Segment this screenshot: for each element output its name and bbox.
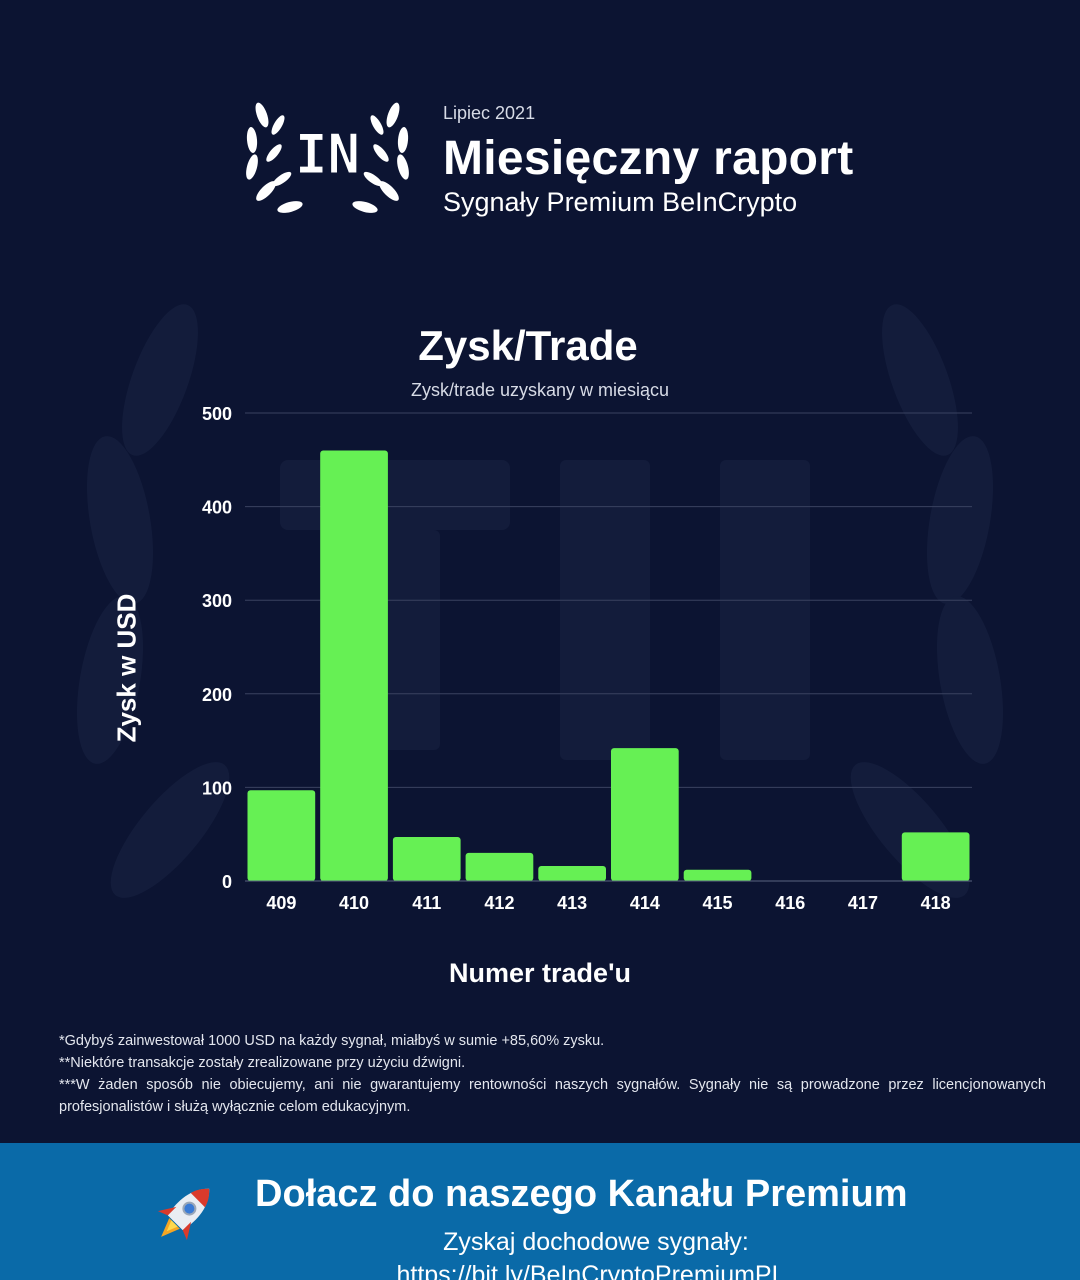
x-tick-label: 414 [630, 893, 660, 913]
bar-413 [538, 866, 606, 881]
x-tick-label: 416 [775, 893, 805, 913]
bar-411 [392, 837, 461, 881]
bar-chart: 0 100 200 300 400 500 409 410 411 412 413 414 415 416… [202, 404, 972, 913]
footnotes: *Gdybyś zainwestował 1000 USD na każdy s… [59, 1030, 1046, 1118]
premium-banner[interactable]: Dołacz do naszego Kanału Premium Zyskaj … [0, 1143, 1080, 1280]
x-tick-label: 413 [557, 893, 587, 913]
footnote-2: **Niektóre transakcje zostały zrealizowa… [59, 1055, 466, 1071]
bar-418 [901, 832, 970, 881]
x-tick-label: 415 [703, 893, 733, 913]
bar-409 [247, 790, 316, 881]
y-tick-label: 400 [202, 498, 232, 518]
report-header: IN Lipiec 2021 Miesięczny raport Sygnały… [240, 95, 940, 225]
logo-text: IN [295, 123, 360, 186]
premium-channel-link[interactable]: https://bit.ly/BeInCryptoPremiumPL [396, 1261, 786, 1280]
chart-subtitle: Zysk/trade uzyskany w miesiącu [410, 380, 670, 400]
x-tick-label: 418 [921, 893, 951, 913]
bar-414 [611, 748, 679, 881]
footnote-1: *Gdybyś zainwestował 1000 USD na każdy s… [59, 1033, 605, 1049]
laurel-logo-icon: IN [246, 102, 409, 213]
y-tick-label: 100 [202, 778, 232, 798]
x-tick-label: 417 [848, 893, 878, 913]
x-tick-label: 412 [484, 893, 514, 913]
banner-title: Dołacz do naszego Kanału Premium [255, 1173, 908, 1215]
y-tick-label: 300 [202, 591, 232, 611]
y-tick-label: 0 [222, 872, 232, 892]
rocket-icon [157, 1188, 210, 1241]
report-title: Miesięczny raport [443, 132, 854, 185]
bar-415 [683, 869, 752, 881]
x-tick-label: 409 [266, 893, 296, 913]
y-tick-label: 500 [202, 404, 232, 424]
bar-412 [465, 852, 534, 881]
x-axis-label: Numer trade'u [449, 958, 631, 988]
chart-title: Zysk/Trade [418, 322, 638, 369]
x-tick-label: 411 [412, 893, 441, 913]
banner-subtitle: Zyskaj dochodowe sygnały: [443, 1228, 749, 1256]
bar-410 [320, 450, 388, 881]
y-tick-label: 200 [202, 685, 232, 705]
report-month: Lipiec 2021 [443, 103, 536, 123]
report-subtitle: Sygnały Premium BeInCrypto [443, 187, 798, 217]
y-axis-label: Zysk w USD [111, 593, 142, 743]
footnote-3: ***W żaden sposób nie obiecujemy, ani ni… [59, 1077, 1046, 1115]
x-tick-label: 410 [339, 893, 369, 913]
